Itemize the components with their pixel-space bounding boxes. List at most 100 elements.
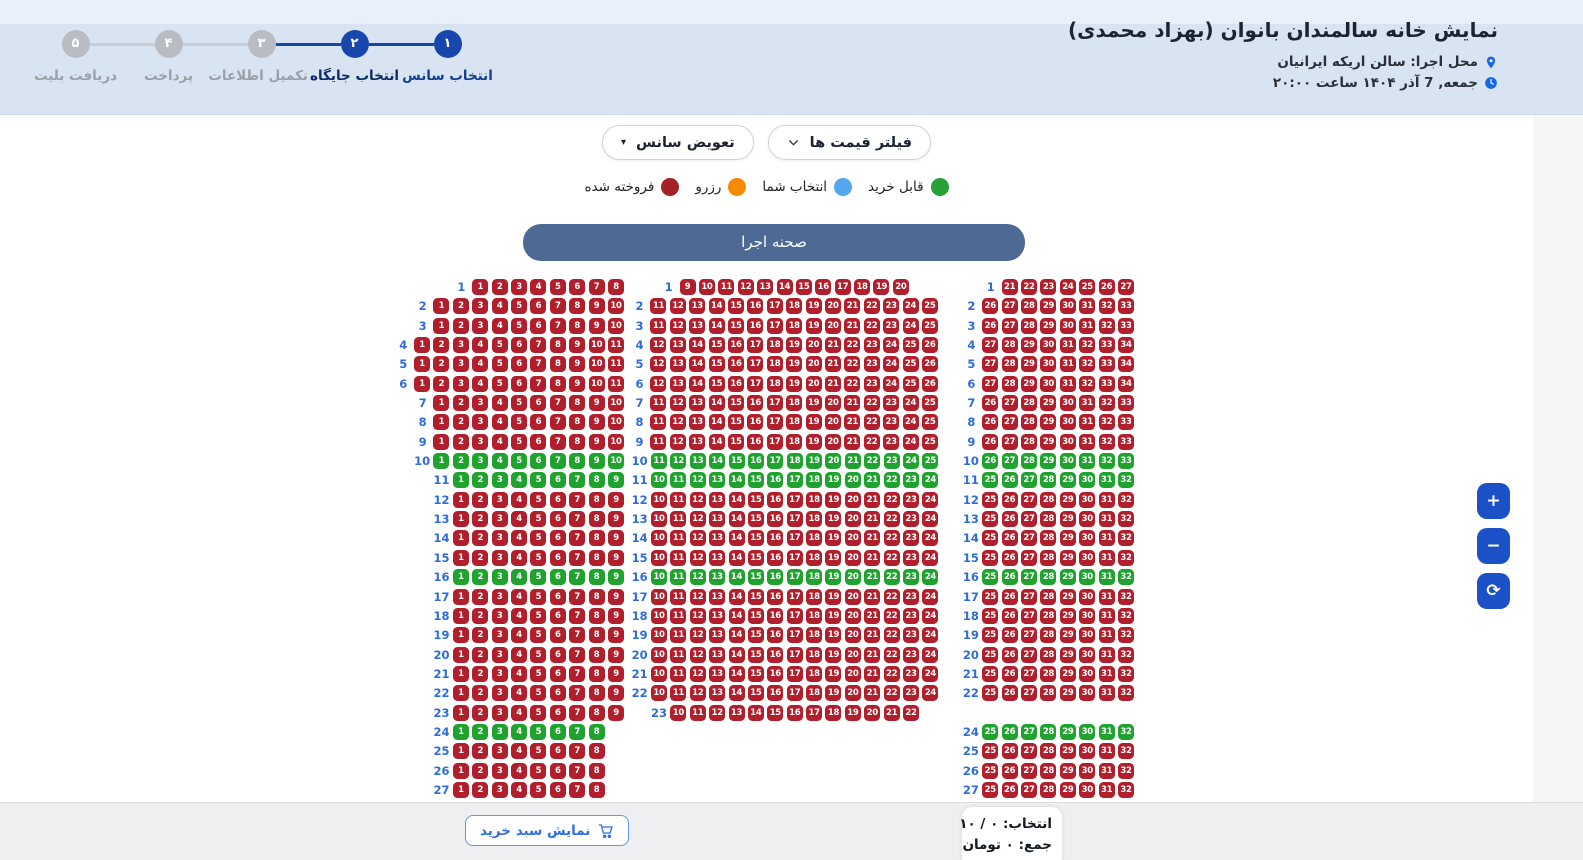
seat-r11-n8[interactable]: 8 bbox=[588, 472, 605, 489]
seat-r24-n30[interactable]: 30 bbox=[1079, 723, 1096, 740]
seat-r16-n32[interactable]: 32 bbox=[1118, 569, 1134, 586]
seat-r16-n28[interactable]: 28 bbox=[1040, 569, 1057, 586]
seat-r10-n25[interactable]: 25 bbox=[922, 453, 939, 470]
seat-r11-n23[interactable]: 23 bbox=[903, 472, 920, 489]
seat-r10-n26[interactable]: 26 bbox=[982, 453, 999, 470]
seat-r10-n3[interactable]: 3 bbox=[472, 453, 489, 470]
seat-r16-n14[interactable]: 14 bbox=[728, 569, 745, 586]
seat-r16-n29[interactable]: 29 bbox=[1059, 569, 1076, 586]
seat-r24-n2[interactable]: 2 bbox=[472, 723, 489, 740]
seat-r10-n15[interactable]: 15 bbox=[728, 453, 745, 470]
seat-r10-n28[interactable]: 28 bbox=[1021, 453, 1038, 470]
seat-r10-n29[interactable]: 29 bbox=[1040, 453, 1057, 470]
show-cart-button[interactable]: نمایش سبد خرید bbox=[465, 815, 630, 846]
seat-r10-n33[interactable]: 33 bbox=[1118, 453, 1134, 470]
seat-r24-n29[interactable]: 29 bbox=[1059, 723, 1076, 740]
stepper-step-3[interactable]: ۳ تکمیل اطلاعات bbox=[208, 30, 308, 84]
seat-r11-n30[interactable]: 30 bbox=[1079, 472, 1096, 489]
seat-r10-n1[interactable]: 1 bbox=[433, 453, 450, 470]
seat-r16-n4[interactable]: 4 bbox=[511, 569, 528, 586]
seat-r11-n10[interactable]: 10 bbox=[650, 472, 667, 489]
seat-r11-n28[interactable]: 28 bbox=[1040, 472, 1057, 489]
seat-r16-n3[interactable]: 3 bbox=[491, 569, 508, 586]
seat-r11-n25[interactable]: 25 bbox=[982, 472, 999, 489]
zoom-in-button[interactable]: + bbox=[1477, 483, 1510, 519]
seat-r11-n22[interactable]: 22 bbox=[883, 472, 900, 489]
seat-r11-n11[interactable]: 11 bbox=[670, 472, 687, 489]
seat-r11-n24[interactable]: 24 bbox=[922, 472, 939, 489]
seat-r16-n21[interactable]: 21 bbox=[864, 569, 881, 586]
seat-r16-n27[interactable]: 27 bbox=[1021, 569, 1038, 586]
seat-r16-n9[interactable]: 9 bbox=[608, 569, 624, 586]
seat-r11-n16[interactable]: 16 bbox=[767, 472, 784, 489]
seat-r11-n31[interactable]: 31 bbox=[1098, 472, 1115, 489]
seat-r10-n5[interactable]: 5 bbox=[511, 453, 528, 470]
seat-r24-n6[interactable]: 6 bbox=[549, 723, 566, 740]
seat-r11-n20[interactable]: 20 bbox=[844, 472, 861, 489]
seat-r11-n17[interactable]: 17 bbox=[786, 472, 803, 489]
seat-r10-n13[interactable]: 13 bbox=[689, 453, 706, 470]
seat-r16-n20[interactable]: 20 bbox=[844, 569, 861, 586]
seat-r16-n23[interactable]: 23 bbox=[903, 569, 920, 586]
seat-r16-n24[interactable]: 24 bbox=[922, 569, 939, 586]
stepper-step-4[interactable]: ۴ پرداخت bbox=[122, 30, 215, 84]
seat-r11-n19[interactable]: 19 bbox=[825, 472, 842, 489]
seat-r16-n31[interactable]: 31 bbox=[1098, 569, 1115, 586]
stepper-step-1[interactable]: ۱ انتخاب سانس bbox=[401, 30, 494, 84]
seat-r11-n27[interactable]: 27 bbox=[1021, 472, 1038, 489]
seat-r11-n12[interactable]: 12 bbox=[689, 472, 706, 489]
change-session-button[interactable]: تعویض سانس ▾ bbox=[601, 125, 754, 160]
seat-r16-n15[interactable]: 15 bbox=[747, 569, 764, 586]
reset-zoom-button[interactable]: ⟳ bbox=[1477, 573, 1510, 609]
seat-r11-n9[interactable]: 9 bbox=[608, 472, 624, 489]
seat-r24-n1[interactable]: 1 bbox=[452, 723, 469, 740]
seat-r10-n2[interactable]: 2 bbox=[452, 453, 469, 470]
seat-r24-n27[interactable]: 27 bbox=[1021, 723, 1038, 740]
seat-r16-n30[interactable]: 30 bbox=[1079, 569, 1096, 586]
seat-r16-n22[interactable]: 22 bbox=[883, 569, 900, 586]
seat-r10-n17[interactable]: 17 bbox=[767, 453, 784, 470]
seat-r24-n28[interactable]: 28 bbox=[1040, 723, 1057, 740]
seat-r11-n7[interactable]: 7 bbox=[569, 472, 586, 489]
seat-r10-n21[interactable]: 21 bbox=[844, 453, 861, 470]
seat-r24-n25[interactable]: 25 bbox=[982, 723, 999, 740]
seat-r10-n6[interactable]: 6 bbox=[530, 453, 547, 470]
seat-r11-n14[interactable]: 14 bbox=[728, 472, 745, 489]
seat-r10-n32[interactable]: 32 bbox=[1098, 453, 1115, 470]
seat-r16-n2[interactable]: 2 bbox=[472, 569, 489, 586]
seat-r16-n19[interactable]: 19 bbox=[825, 569, 842, 586]
seat-r11-n3[interactable]: 3 bbox=[491, 472, 508, 489]
seat-r10-n24[interactable]: 24 bbox=[903, 453, 920, 470]
seat-r16-n1[interactable]: 1 bbox=[452, 569, 469, 586]
seat-r16-n5[interactable]: 5 bbox=[530, 569, 547, 586]
seat-r10-n22[interactable]: 22 bbox=[864, 453, 881, 470]
seat-r16-n13[interactable]: 13 bbox=[709, 569, 726, 586]
seat-r10-n27[interactable]: 27 bbox=[1001, 453, 1018, 470]
seat-r10-n8[interactable]: 8 bbox=[569, 453, 586, 470]
seat-r11-n29[interactable]: 29 bbox=[1059, 472, 1076, 489]
seat-r10-n9[interactable]: 9 bbox=[588, 453, 605, 470]
seat-r16-n11[interactable]: 11 bbox=[670, 569, 687, 586]
seat-r11-n26[interactable]: 26 bbox=[1001, 472, 1018, 489]
seat-r10-n14[interactable]: 14 bbox=[709, 453, 726, 470]
seat-r16-n10[interactable]: 10 bbox=[650, 569, 667, 586]
seat-r11-n13[interactable]: 13 bbox=[709, 472, 726, 489]
seat-r10-n4[interactable]: 4 bbox=[491, 453, 508, 470]
zoom-out-button[interactable]: − bbox=[1477, 528, 1510, 564]
seat-r10-n23[interactable]: 23 bbox=[883, 453, 900, 470]
seat-r11-n18[interactable]: 18 bbox=[806, 472, 823, 489]
seat-r24-n5[interactable]: 5 bbox=[530, 723, 547, 740]
seat-r10-n19[interactable]: 19 bbox=[806, 453, 823, 470]
seat-r16-n17[interactable]: 17 bbox=[786, 569, 803, 586]
seat-r10-n11[interactable]: 11 bbox=[650, 453, 667, 470]
seat-r11-n5[interactable]: 5 bbox=[530, 472, 547, 489]
seat-r16-n25[interactable]: 25 bbox=[982, 569, 999, 586]
seat-r24-n31[interactable]: 31 bbox=[1098, 723, 1115, 740]
seat-r10-n31[interactable]: 31 bbox=[1079, 453, 1096, 470]
seat-r10-n16[interactable]: 16 bbox=[747, 453, 764, 470]
seat-r10-n20[interactable]: 20 bbox=[825, 453, 842, 470]
seat-r11-n6[interactable]: 6 bbox=[549, 472, 566, 489]
seat-r24-n32[interactable]: 32 bbox=[1118, 723, 1134, 740]
seat-r16-n12[interactable]: 12 bbox=[689, 569, 706, 586]
seat-r11-n15[interactable]: 15 bbox=[747, 472, 764, 489]
